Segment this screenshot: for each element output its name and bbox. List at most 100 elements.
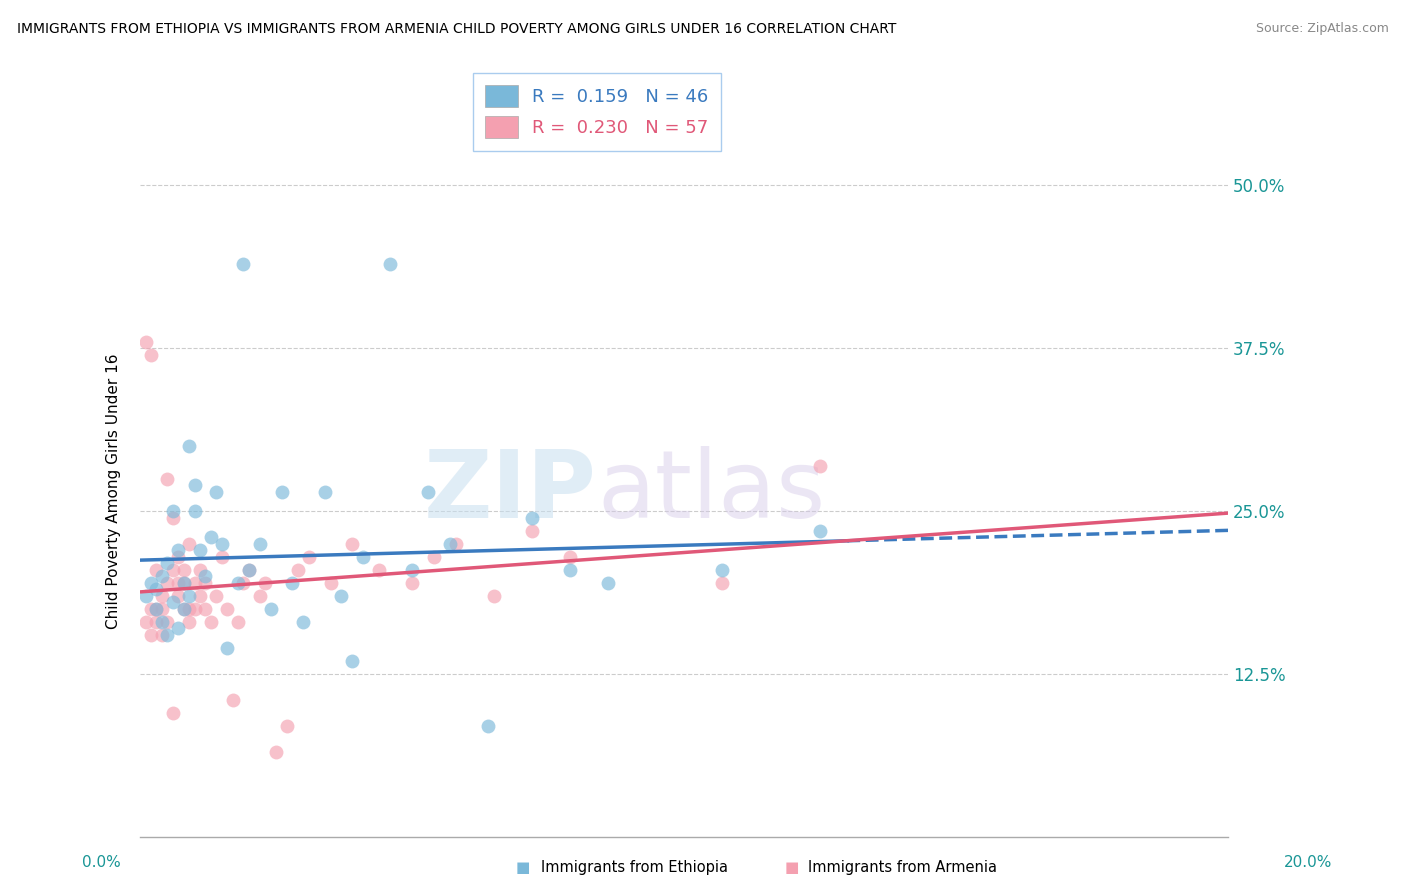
- Point: [558, 549, 581, 564]
- Point: [177, 439, 200, 453]
- Point: [482, 589, 505, 603]
- Point: [150, 615, 173, 629]
- Point: [226, 615, 249, 629]
- Point: [423, 549, 446, 564]
- Point: [150, 569, 173, 583]
- Point: [281, 575, 304, 590]
- Point: [808, 458, 831, 473]
- Point: [200, 530, 222, 544]
- Point: [194, 602, 217, 616]
- Point: [287, 563, 309, 577]
- Point: [194, 569, 217, 583]
- Point: [298, 549, 321, 564]
- Point: [162, 595, 184, 609]
- Point: [808, 524, 831, 538]
- Point: [380, 257, 402, 271]
- Point: [145, 602, 167, 616]
- Point: [276, 719, 298, 733]
- Point: [145, 602, 167, 616]
- Point: [145, 615, 167, 629]
- Point: [342, 537, 364, 551]
- Point: [156, 556, 179, 570]
- Point: [232, 575, 254, 590]
- Point: [177, 537, 200, 551]
- Point: [135, 334, 157, 349]
- Point: [162, 706, 184, 720]
- Point: [520, 510, 543, 524]
- Point: [342, 654, 364, 668]
- Point: [232, 257, 254, 271]
- Point: [314, 484, 336, 499]
- Point: [188, 589, 211, 603]
- Point: [145, 563, 167, 577]
- Point: [150, 628, 173, 642]
- Point: [711, 563, 734, 577]
- Point: [194, 575, 217, 590]
- Point: [156, 615, 179, 629]
- Point: [183, 504, 205, 518]
- Point: [211, 549, 233, 564]
- Point: [226, 575, 249, 590]
- Point: [139, 575, 162, 590]
- Point: [173, 575, 195, 590]
- Text: IMMIGRANTS FROM ETHIOPIA VS IMMIGRANTS FROM ARMENIA CHILD POVERTY AMONG GIRLS UN: IMMIGRANTS FROM ETHIOPIA VS IMMIGRANTS F…: [17, 22, 896, 37]
- Point: [444, 537, 467, 551]
- Point: [177, 589, 200, 603]
- Point: [711, 575, 734, 590]
- Point: [135, 615, 157, 629]
- Point: [167, 589, 190, 603]
- Point: [162, 504, 184, 518]
- Point: [352, 549, 374, 564]
- Point: [162, 510, 184, 524]
- Point: [221, 693, 243, 707]
- Point: [135, 589, 157, 603]
- Point: [183, 575, 205, 590]
- Point: [249, 537, 271, 551]
- Point: [156, 472, 179, 486]
- Text: atlas: atlas: [598, 446, 825, 538]
- Point: [167, 575, 190, 590]
- Point: [477, 719, 499, 733]
- Text: ZIP: ZIP: [425, 446, 598, 538]
- Point: [167, 549, 190, 564]
- Point: [156, 628, 179, 642]
- Text: ■: ■: [785, 860, 799, 874]
- Point: [188, 543, 211, 558]
- Point: [139, 602, 162, 616]
- Point: [217, 602, 239, 616]
- Point: [177, 615, 200, 629]
- Point: [249, 589, 271, 603]
- Point: [173, 575, 195, 590]
- Point: [200, 615, 222, 629]
- Point: [439, 537, 461, 551]
- Point: [254, 575, 277, 590]
- Point: [173, 602, 195, 616]
- Text: ■: ■: [516, 860, 530, 874]
- Point: [238, 563, 260, 577]
- Point: [260, 602, 283, 616]
- Point: [177, 602, 200, 616]
- Point: [183, 602, 205, 616]
- Text: Immigrants from Ethiopia: Immigrants from Ethiopia: [541, 860, 728, 874]
- Point: [205, 589, 228, 603]
- Point: [150, 602, 173, 616]
- Point: [330, 589, 353, 603]
- Point: [238, 563, 260, 577]
- Point: [270, 484, 292, 499]
- Point: [156, 575, 179, 590]
- Y-axis label: Child Poverty Among Girls Under 16: Child Poverty Among Girls Under 16: [107, 354, 121, 630]
- Point: [167, 621, 190, 635]
- Point: [264, 745, 287, 759]
- Point: [139, 628, 162, 642]
- Point: [211, 537, 233, 551]
- Point: [167, 543, 190, 558]
- Text: Source: ZipAtlas.com: Source: ZipAtlas.com: [1256, 22, 1389, 36]
- Point: [401, 563, 423, 577]
- Point: [188, 563, 211, 577]
- Point: [183, 478, 205, 492]
- Text: 20.0%: 20.0%: [1284, 855, 1331, 870]
- Point: [217, 640, 239, 655]
- Point: [558, 563, 581, 577]
- Point: [401, 575, 423, 590]
- Point: [150, 589, 173, 603]
